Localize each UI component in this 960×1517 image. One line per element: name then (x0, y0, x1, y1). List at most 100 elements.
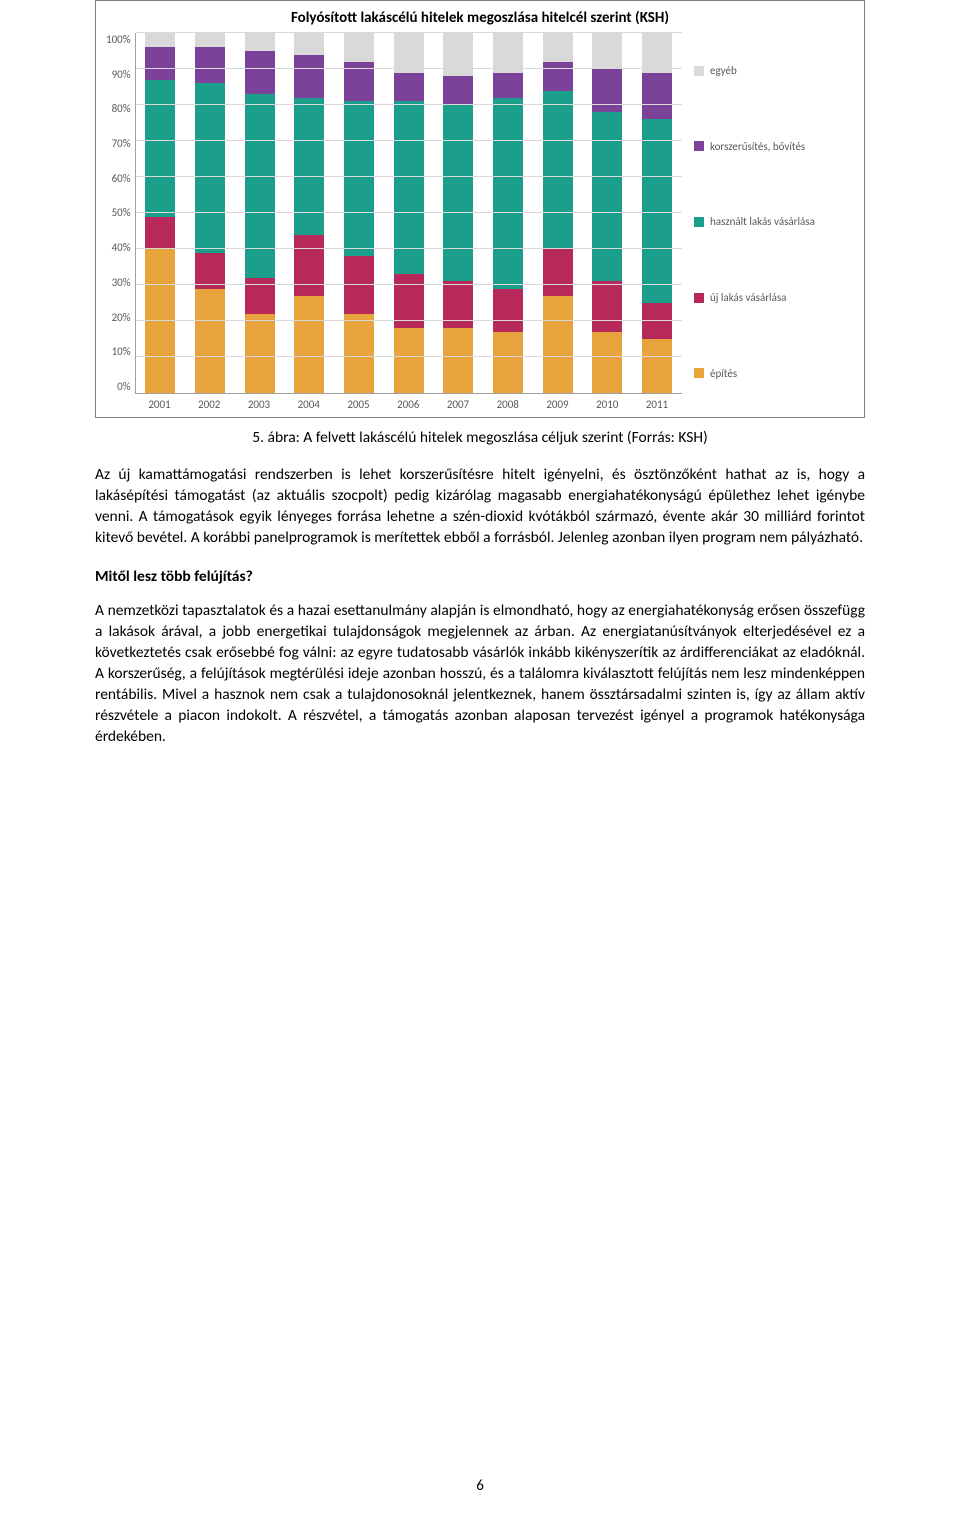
bar-segment-egyeb (543, 33, 573, 62)
paragraph-section: A nemzetközi tapasztalatok és a hazai es… (95, 601, 865, 747)
bar-segment-egyeb (443, 33, 473, 76)
x-tick-label: 2001 (144, 398, 174, 411)
bar-2007 (443, 33, 473, 393)
bar-segment-korszerusites (443, 76, 473, 105)
chart-body: 100%90%80%70%60%50%40%30%20%10%0% 200120… (106, 33, 854, 411)
y-tick-label: 50% (112, 206, 131, 219)
y-tick-label: 80% (112, 102, 131, 115)
y-tick-label: 20% (112, 311, 131, 324)
grid-line (136, 320, 682, 321)
bar-segment-hasznalt (592, 112, 622, 281)
bar-2006 (394, 33, 424, 393)
y-tick-label: 90% (112, 68, 131, 81)
paragraph-intro: Az új kamattámogatási rendszerben is leh… (95, 465, 865, 549)
x-tick-label: 2004 (294, 398, 324, 411)
legend-item-uj_lakas: új lakás vásárlása (694, 291, 854, 304)
bar-segment-epites (592, 332, 622, 393)
bar-segment-egyeb (592, 33, 622, 69)
legend-swatch (694, 141, 704, 151)
bar-segment-epites (245, 314, 275, 393)
legend-label: korszerűsítés, bővítés (710, 140, 805, 153)
legend-label: egyéb (710, 64, 737, 77)
bar-segment-hasznalt (543, 91, 573, 249)
x-tick-label: 2010 (592, 398, 622, 411)
bar-segment-epites (344, 314, 374, 393)
bar-segment-egyeb (195, 33, 225, 47)
bar-segment-uj_lakas (642, 303, 672, 339)
bar-segment-korszerusites (195, 47, 225, 83)
bar-segment-hasznalt (344, 101, 374, 256)
bar-segment-korszerusites (145, 47, 175, 79)
y-tick-label: 60% (112, 172, 131, 185)
chart-title: Folyósított lakáscélú hitelek megoszlása… (106, 9, 854, 27)
x-tick-label: 2011 (642, 398, 672, 411)
chart-frame: Folyósított lakáscélú hitelek megoszlása… (95, 0, 865, 418)
y-tick-label: 0% (117, 380, 130, 393)
bar-segment-epites (294, 296, 324, 393)
bar-segment-epites (443, 328, 473, 393)
bar-segment-uj_lakas (592, 281, 622, 331)
x-tick-label: 2009 (542, 398, 572, 411)
bar-segment-egyeb (394, 33, 424, 73)
legend-label: használt lakás vásárlása (710, 215, 815, 228)
x-tick-label: 2005 (343, 398, 373, 411)
bar-segment-hasznalt (145, 80, 175, 217)
bar-segment-korszerusites (592, 69, 622, 112)
bar-segment-uj_lakas (294, 235, 324, 296)
legend-item-hasznalt: használt lakás vásárlása (694, 215, 854, 228)
bar-segment-hasznalt (195, 83, 225, 252)
bar-segment-korszerusites (493, 73, 523, 98)
bar-2001 (145, 33, 175, 393)
grid-line (136, 212, 682, 213)
bar-segment-korszerusites (394, 73, 424, 102)
bar-segment-uj_lakas (493, 289, 523, 332)
legend-swatch (694, 217, 704, 227)
bar-segment-epites (394, 328, 424, 393)
chart-x-axis: 2001200220032004200520062007200820092010… (135, 394, 682, 411)
y-tick-label: 30% (112, 276, 131, 289)
bar-2004 (294, 33, 324, 393)
document-page: Folyósított lakáscélú hitelek megoszlása… (0, 0, 960, 1517)
bar-2003 (245, 33, 275, 393)
legend-item-korszerusites: korszerűsítés, bővítés (694, 140, 854, 153)
legend-item-epites: építés (694, 367, 854, 380)
grid-line (136, 356, 682, 357)
chart-bars (136, 33, 682, 393)
bar-2010 (592, 33, 622, 393)
bar-2009 (543, 33, 573, 393)
bar-segment-epites (145, 249, 175, 393)
bar-segment-uj_lakas (344, 256, 374, 314)
legend-swatch (694, 293, 704, 303)
bar-2011 (642, 33, 672, 393)
grid-line (136, 104, 682, 105)
bar-segment-hasznalt (443, 105, 473, 281)
bar-2005 (344, 33, 374, 393)
legend-swatch (694, 66, 704, 76)
grid-line (136, 32, 682, 33)
bar-segment-korszerusites (543, 62, 573, 91)
bar-segment-egyeb (642, 33, 672, 73)
x-tick-label: 2003 (244, 398, 274, 411)
bar-segment-epites (493, 332, 523, 393)
bar-segment-uj_lakas (443, 281, 473, 328)
grid-line (136, 248, 682, 249)
y-tick-label: 70% (112, 137, 131, 150)
chart-plot-area (135, 33, 682, 394)
legend-label: új lakás vásárlása (710, 291, 786, 304)
bar-2008 (493, 33, 523, 393)
bar-segment-egyeb (145, 33, 175, 47)
chart-legend: egyéb korszerűsítés, bővítés használt laká… (682, 33, 854, 411)
bar-segment-epites (642, 339, 672, 393)
page-number: 6 (0, 1477, 960, 1495)
x-tick-label: 2007 (443, 398, 473, 411)
bar-segment-korszerusites (642, 73, 672, 120)
legend-item-egyeb: egyéb (694, 64, 854, 77)
x-tick-label: 2006 (393, 398, 423, 411)
bar-segment-uj_lakas (543, 249, 573, 296)
x-tick-label: 2002 (194, 398, 224, 411)
bar-segment-egyeb (344, 33, 374, 62)
chart-plot-wrap: 2001200220032004200520062007200820092010… (135, 33, 682, 411)
grid-line (136, 68, 682, 69)
bar-segment-korszerusites (245, 51, 275, 94)
bar-segment-uj_lakas (145, 217, 175, 249)
